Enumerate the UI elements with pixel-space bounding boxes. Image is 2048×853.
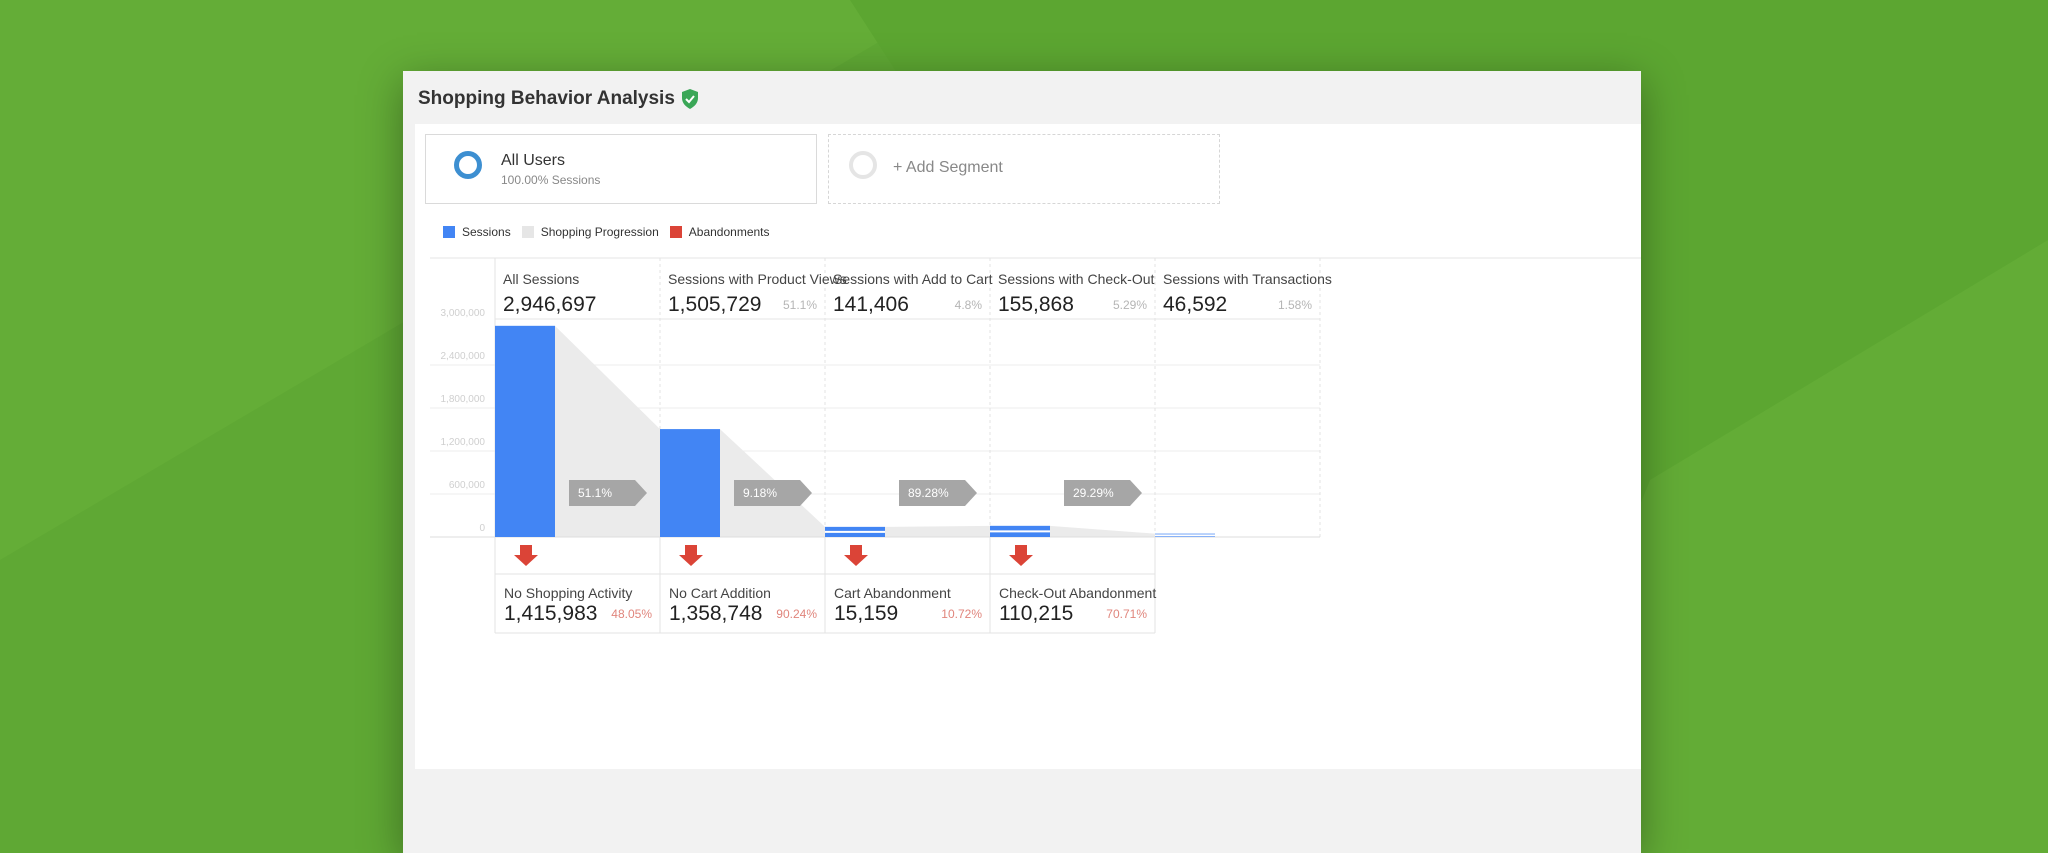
abandon-value: 110,215 <box>999 602 1073 625</box>
progression-percent: 89.28% <box>908 486 949 500</box>
progression-arrow <box>734 480 812 506</box>
progression-percent: 9.18% <box>743 486 777 500</box>
session-bar <box>495 325 555 537</box>
abandon-percent: 10.72% <box>941 607 982 621</box>
legend-progression-swatch <box>521 226 534 238</box>
legend-sessions: Sessions <box>443 225 511 239</box>
verified-shield-icon <box>682 89 698 109</box>
abandonment-arrow-icon <box>679 545 703 566</box>
stage-label: Sessions with Transactions <box>1163 271 1332 287</box>
abandonment-arrow-icon <box>844 545 868 566</box>
segment-all-users[interactable]: All Users 100.00% Sessions <box>425 134 817 204</box>
stage-label: Sessions with Add to Cart <box>833 271 993 287</box>
abandon-percent: 70.71% <box>1106 607 1147 621</box>
report-content: All Users 100.00% Sessions + Add Segment… <box>415 124 1641 769</box>
y-tick-label: 0 <box>479 523 485 534</box>
legend: Sessions Shopping Progression Abandonmen… <box>443 225 781 239</box>
legend-progression: Shopping Progression <box>521 225 659 239</box>
add-segment-label: + Add Segment <box>893 159 1003 176</box>
segment-subtitle: 100.00% Sessions <box>501 173 601 187</box>
abandon-percent: 48.05% <box>611 607 652 621</box>
legend-abandonments-label: Abandonments <box>688 225 770 239</box>
progression-arrow <box>1064 480 1142 506</box>
legend-sessions-swatch <box>443 226 455 238</box>
progression-area <box>885 525 990 537</box>
report-panel: Shopping Behavior Analysis All Users 100… <box>403 71 1641 853</box>
stage-label: All Sessions <box>503 271 579 287</box>
abandon-label: No Shopping Activity <box>504 585 632 601</box>
funnel-chart: 3,000,000 2,400,000 1,800,000 1,200,000 600,… <box>430 257 1641 634</box>
stage-percent: 5.29% <box>1113 298 1147 312</box>
abandonment-arrow-icon <box>1009 545 1033 566</box>
progression-arrow <box>899 480 977 506</box>
progression-percent: 51.1% <box>578 486 612 500</box>
progression-percent: 29.29% <box>1073 486 1114 500</box>
legend-abandonments: Abandonments <box>669 225 770 239</box>
add-segment-button[interactable]: + Add Segment <box>828 134 1220 204</box>
empty-segment-icon <box>849 151 877 179</box>
segment-donut-icon <box>454 151 482 179</box>
progression-arrow <box>569 480 647 506</box>
stage-percent: 1.58% <box>1278 298 1312 312</box>
y-tick-label: 1,800,000 <box>441 394 486 405</box>
legend-progression-label: Shopping Progression <box>540 225 659 239</box>
y-tick-label: 1,200,000 <box>441 437 486 448</box>
abandonment-arrow-icon <box>514 545 538 566</box>
abandon-label: Cart Abandonment <box>834 585 951 601</box>
progression-area <box>1050 525 1155 537</box>
session-bar <box>660 429 720 537</box>
segment-name: All Users <box>501 152 566 169</box>
abandon-value: 1,415,983 <box>504 602 597 625</box>
stage-value: 155,868 <box>998 293 1074 316</box>
page-title: Shopping Behavior Analysis <box>418 88 675 109</box>
stage-value: 1,505,729 <box>668 293 761 316</box>
stage-percent: 4.8% <box>955 298 983 312</box>
stage-value: 2,946,697 <box>503 293 596 316</box>
legend-sessions-label: Sessions <box>462 225 511 239</box>
stage-value: 141,406 <box>833 293 909 316</box>
y-tick-label: 2,400,000 <box>441 351 486 362</box>
legend-abandonments-swatch <box>669 226 682 238</box>
abandon-percent: 90.24% <box>776 607 817 621</box>
y-tick-label: 3,000,000 <box>441 308 486 319</box>
y-tick-label: 600,000 <box>449 480 486 491</box>
stage-label: Sessions with Product Views <box>668 271 847 287</box>
stage-percent: 51.1% <box>783 298 817 312</box>
abandon-value: 1,358,748 <box>669 602 762 625</box>
abandon-label: Check-Out Abandonment <box>999 585 1156 601</box>
stage-label: Sessions with Check-Out <box>998 271 1155 287</box>
abandon-label: No Cart Addition <box>669 585 771 601</box>
stage-value: 46,592 <box>1163 293 1227 316</box>
abandon-value: 15,159 <box>834 602 898 625</box>
